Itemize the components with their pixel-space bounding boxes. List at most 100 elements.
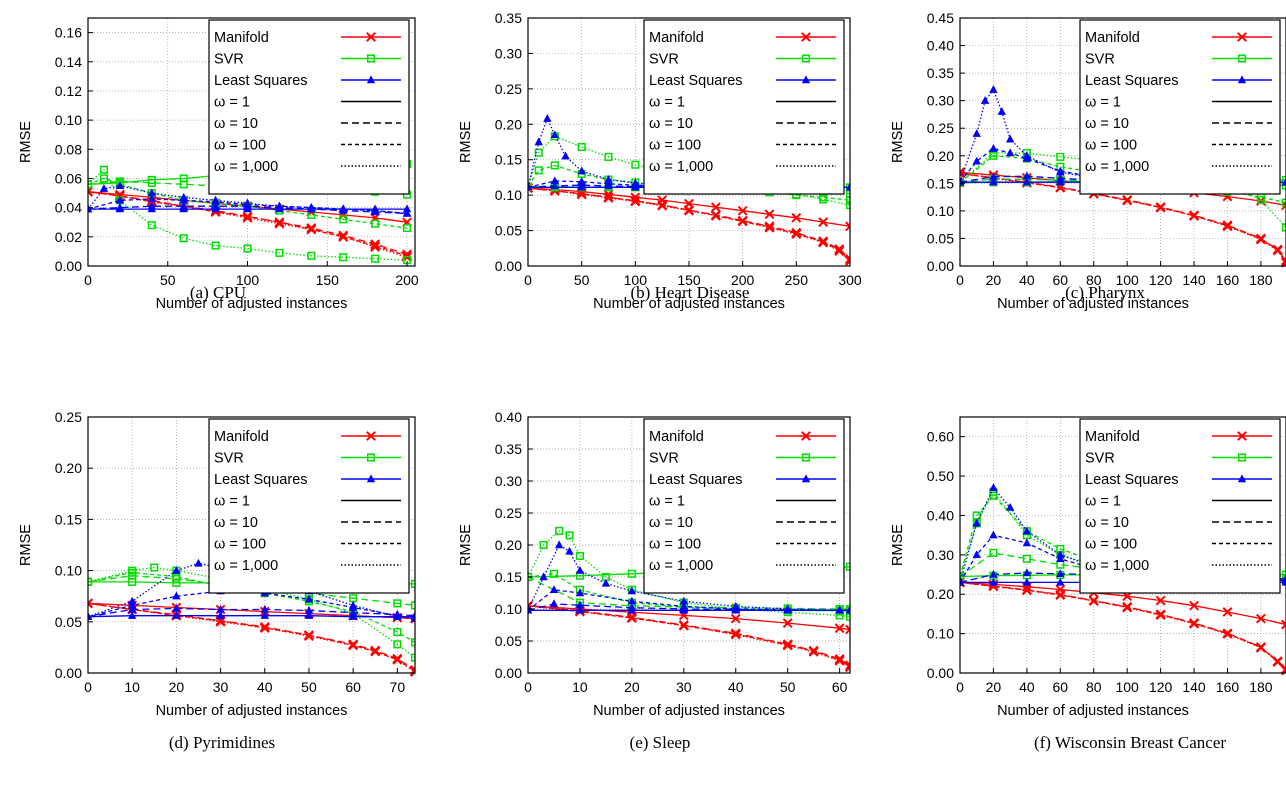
- data-point: [1190, 212, 1198, 220]
- data-point: [989, 85, 997, 93]
- x-tick-label: 120: [1149, 679, 1173, 695]
- legend: Manifold SVR Least Squares ω = 1 ω = 10 ω = 1…: [1080, 20, 1280, 194]
- legend-label: ω = 1: [214, 95, 250, 111]
- legend-label: ω = 100: [1085, 537, 1137, 553]
- legend-label: Manifold: [649, 429, 704, 445]
- x-tick-label: 30: [676, 679, 692, 695]
- legend: Manifold SVR Least Squares ω = 1 ω = 10 ω = 1…: [644, 419, 844, 593]
- chart-panel-2: 0.000.050.100.150.200.250.300.350 50 100 15…: [458, 10, 862, 312]
- legend-label: Least Squares: [649, 73, 743, 89]
- legend-label: Manifold: [1085, 30, 1140, 46]
- legend-label: SVR: [649, 451, 679, 467]
- x-tick-label: 0: [524, 679, 532, 695]
- data-point: [576, 566, 584, 574]
- y-axis-label: RMSE: [458, 121, 474, 163]
- y-tick-label: 0.00: [927, 258, 954, 274]
- data-point: [550, 599, 558, 607]
- legend-label: SVR: [649, 52, 679, 68]
- y-tick-label: 0.20: [495, 537, 522, 553]
- legend-label: ω = 10: [214, 116, 258, 132]
- y-tick-label: 0.05: [927, 230, 954, 246]
- chart-caption: (a) CPU: [190, 283, 246, 302]
- data-point: [1023, 538, 1031, 546]
- legend-label: ω = 100: [214, 537, 266, 553]
- x-tick-label: 160: [1216, 679, 1240, 695]
- y-tick-label: 0.40: [927, 38, 954, 54]
- y-axis-label: RMSE: [890, 524, 906, 566]
- legend: Manifold SVR Least Squares ω = 1 ω = 10 ω = 1…: [209, 20, 409, 194]
- y-tick-label: 0.25: [55, 409, 82, 425]
- y-tick-label: 0.20: [927, 586, 954, 602]
- y-axis-label: RMSE: [890, 121, 906, 163]
- data-point: [371, 206, 379, 214]
- chart-panel-4: 0.000.050.100.150.200.250 10 20 30 40 50 60 70N…: [18, 409, 419, 752]
- y-tick-label: 0.10: [55, 112, 82, 128]
- x-tick-label: 70: [390, 679, 406, 695]
- y-tick-label: 0.35: [495, 441, 522, 457]
- y-tick-label: 0.50: [927, 468, 954, 484]
- x-tick-label: 160: [1216, 272, 1240, 288]
- y-tick-label: 0.30: [927, 547, 954, 563]
- legend-label: Least Squares: [1085, 73, 1179, 89]
- legend-label: ω = 10: [649, 116, 693, 132]
- x-tick-label: 0: [84, 679, 92, 695]
- data-point: [1257, 235, 1265, 243]
- legend-label: ω = 1,000: [649, 159, 713, 175]
- legend-label: ω = 1,000: [214, 558, 278, 574]
- data-point: [1006, 135, 1014, 143]
- legend-label: ω = 10: [214, 515, 258, 531]
- y-tick-label: 0.10: [927, 203, 954, 219]
- y-tick-label: 0.10: [55, 563, 82, 579]
- data-point: [535, 137, 543, 145]
- legend-label: Least Squares: [214, 73, 308, 89]
- x-tick-label: 0: [524, 272, 532, 288]
- data-point: [543, 114, 551, 122]
- legend-label: ω = 10: [1085, 116, 1129, 132]
- x-tick-label: 0: [84, 272, 92, 288]
- y-tick-label: 0.25: [927, 120, 954, 136]
- x-axis-label: Number of adjusted instances: [156, 296, 348, 312]
- y-axis-label: RMSE: [18, 121, 34, 163]
- x-tick-label: 180: [1249, 679, 1273, 695]
- legend-label: ω = 1,000: [649, 558, 713, 574]
- data-point: [1006, 148, 1014, 156]
- data-point: [555, 540, 563, 548]
- y-tick-label: 0.15: [495, 569, 522, 585]
- chart-panel-3: 0.000.050.100.150.200.250.300.350.400.45…: [890, 10, 1286, 312]
- y-tick-label: 0.15: [495, 152, 522, 168]
- legend-label: SVR: [1085, 52, 1115, 68]
- x-axis-label: Number of adjusted instances: [593, 703, 785, 719]
- y-tick-label: 0.05: [55, 614, 82, 630]
- legend-label: ω = 1: [1085, 494, 1121, 510]
- chart-caption: (f) Wisconsin Breast Cancer: [1034, 733, 1226, 752]
- x-tick-label: 20: [169, 679, 185, 695]
- legend-label: ω = 100: [1085, 138, 1137, 154]
- legend-label: ω = 10: [1085, 515, 1129, 531]
- y-tick-label: 0.30: [495, 473, 522, 489]
- data-point: [561, 152, 569, 160]
- legend-label: ω = 100: [649, 537, 701, 553]
- x-tick-label: 50: [574, 272, 590, 288]
- y-tick-label: 0.25: [495, 81, 522, 97]
- y-tick-label: 0.08: [55, 141, 82, 157]
- legend-label: Manifold: [214, 429, 269, 445]
- y-tick-label: 0.20: [55, 460, 82, 476]
- y-tick-label: 0.10: [495, 601, 522, 617]
- legend-label: ω = 1: [1085, 95, 1121, 111]
- x-tick-label: 40: [1019, 272, 1035, 288]
- x-tick-label: 40: [1019, 679, 1035, 695]
- data-point: [551, 176, 559, 184]
- y-tick-label: 0.02: [55, 229, 82, 245]
- x-tick-label: 50: [160, 272, 176, 288]
- x-tick-label: 50: [301, 679, 317, 695]
- x-tick-label: 80: [1086, 679, 1102, 695]
- x-axis-label: Number of adjusted instances: [997, 703, 1189, 719]
- legend-label: Least Squares: [649, 472, 743, 488]
- series-line-manifold-omega-1000: [528, 188, 850, 261]
- x-tick-label: 60: [832, 679, 848, 695]
- data-point: [981, 96, 989, 104]
- legend-label: Least Squares: [214, 472, 308, 488]
- x-tick-label: 300: [838, 272, 862, 288]
- data-point: [973, 157, 981, 165]
- y-tick-label: 0.00: [495, 665, 522, 681]
